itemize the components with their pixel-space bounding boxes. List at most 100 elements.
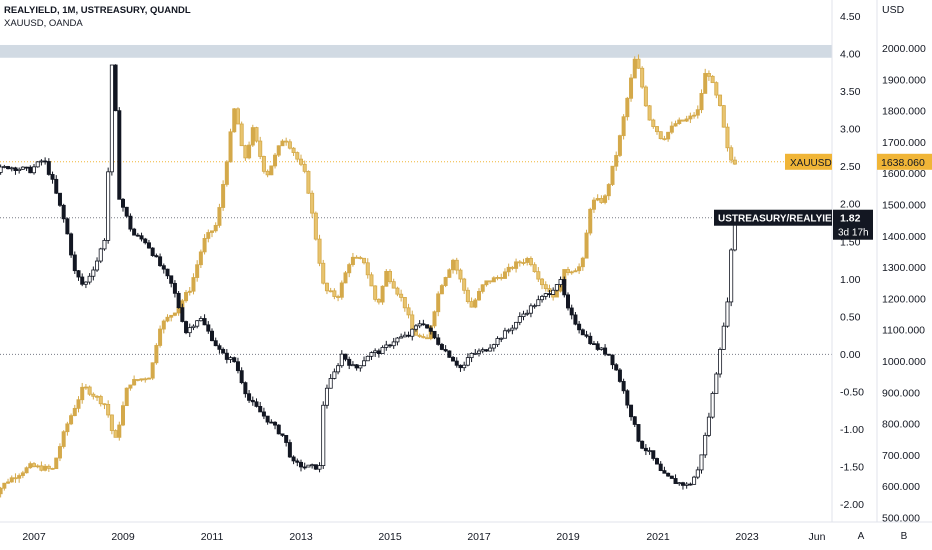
candle-body <box>432 311 437 327</box>
candle-body <box>554 284 559 291</box>
candle-body <box>135 234 140 237</box>
candle-body <box>454 259 459 271</box>
candle-body <box>362 257 367 264</box>
candle-body <box>87 386 92 395</box>
candle-body <box>680 482 685 486</box>
left-tick-label: -0.50 <box>840 386 864 398</box>
candle-body <box>721 325 726 350</box>
candle-body <box>239 123 244 147</box>
candle-body <box>669 125 674 133</box>
candle-body <box>184 292 189 302</box>
candle-body <box>417 323 422 327</box>
candle-body <box>258 140 263 157</box>
candle-body <box>198 251 203 266</box>
candle-body <box>291 456 296 462</box>
candle-body <box>647 450 652 453</box>
candle-body <box>629 77 634 99</box>
candle-body <box>80 386 85 401</box>
candle-body <box>310 192 315 214</box>
candle-body <box>632 58 637 79</box>
candle-body <box>384 270 389 287</box>
candle-body <box>514 321 519 329</box>
candle-body <box>640 440 645 449</box>
candle-body <box>476 291 481 301</box>
candle-body <box>458 364 463 369</box>
candle-body <box>121 198 126 208</box>
right-tick-label: 1800.000 <box>882 106 926 118</box>
candle-body <box>273 421 278 426</box>
candle-body <box>721 105 726 128</box>
candle-body <box>269 421 274 424</box>
candle-body <box>514 261 519 269</box>
candle-body <box>718 349 723 375</box>
candle-body <box>0 487 3 495</box>
right-tick-label: 800.000 <box>882 419 920 431</box>
candle-body <box>232 357 237 363</box>
candle-body <box>302 466 307 469</box>
candle-body <box>643 86 648 107</box>
candle-body <box>98 248 103 262</box>
candle-body <box>651 119 656 127</box>
candle-body <box>399 293 404 298</box>
candle-body <box>17 168 22 171</box>
candle-body <box>677 482 682 485</box>
candle-body <box>365 262 370 276</box>
candle-body <box>521 262 526 264</box>
auto-scale-button[interactable]: A <box>857 531 865 542</box>
candle-body <box>447 269 452 278</box>
candle-body <box>606 184 611 197</box>
candle-body <box>540 296 545 301</box>
candle-body <box>591 199 596 210</box>
candle-body <box>102 403 107 406</box>
candle-body <box>647 105 652 121</box>
candle-body <box>332 371 337 379</box>
candle-body <box>191 325 196 329</box>
candle-body <box>369 274 374 287</box>
candle-body <box>688 115 693 120</box>
candle-body <box>313 212 318 240</box>
candle-body <box>395 337 400 343</box>
candle-body <box>532 264 537 273</box>
candle-body <box>158 328 163 346</box>
candle-body <box>658 131 663 140</box>
candle-body <box>317 465 322 470</box>
candle-body <box>76 270 81 278</box>
right-tick-label: 1200.000 <box>882 293 926 305</box>
candle-body <box>673 123 678 127</box>
time-tick-label: 2017 <box>467 531 491 543</box>
candle-body <box>324 387 329 406</box>
gold-series-label <box>785 153 832 170</box>
yield-series-label <box>714 209 832 226</box>
candle-body <box>57 192 62 206</box>
candle-body <box>718 94 723 107</box>
candle-body <box>217 207 222 226</box>
secondary-axis-button[interactable]: B <box>900 531 908 542</box>
candle-body <box>651 450 656 459</box>
candle-body <box>614 155 619 167</box>
candle-body <box>187 327 192 334</box>
candle-body <box>584 334 589 337</box>
candle-body <box>9 167 14 170</box>
candle-body <box>287 442 292 458</box>
candle-body <box>573 270 578 273</box>
candle-body <box>65 423 70 433</box>
candle-body <box>502 330 507 339</box>
candle-body <box>488 280 493 283</box>
candle-body <box>669 475 674 479</box>
candle-body <box>224 161 229 185</box>
right-tick-label: 1900.000 <box>882 74 926 86</box>
time-tick-label: 2013 <box>289 531 313 543</box>
candle-body <box>410 328 415 337</box>
yield-price-text: 1.82 <box>840 213 861 225</box>
candle-body <box>139 235 144 240</box>
candle-body <box>124 206 129 217</box>
candle-body <box>458 269 463 280</box>
candle-body <box>98 396 103 405</box>
candle-body <box>558 279 563 285</box>
candle-body <box>495 276 500 279</box>
candle-body <box>135 379 140 381</box>
candle-body <box>517 261 522 264</box>
candle-body <box>566 269 571 273</box>
right-tick-label: 900.000 <box>882 387 920 399</box>
candle-body <box>692 114 697 117</box>
